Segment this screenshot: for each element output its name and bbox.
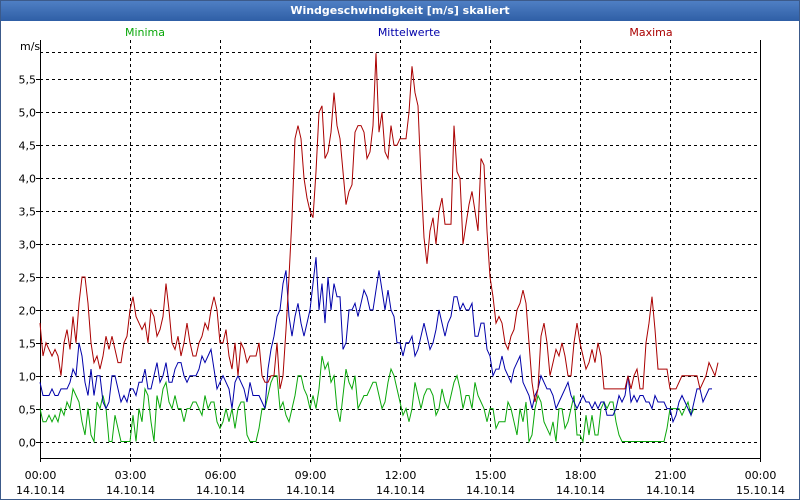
x-tick-date: 14.10.14 <box>196 484 245 497</box>
y-tick-label: 0,5 <box>19 404 37 417</box>
x-tick-date: 14.10.14 <box>556 484 605 497</box>
y-tick-label: 1,0 <box>19 371 37 384</box>
x-tick-time: 03:00 <box>115 469 147 482</box>
x-tick-date: 14.10.14 <box>376 484 425 497</box>
mittelwerte-line <box>39 257 712 424</box>
y-tick-label: 0,0 <box>19 437 37 450</box>
x-tick-date: 14.10.14 <box>16 484 65 497</box>
y-tick-label: 2,5 <box>19 272 37 285</box>
x-tick-date: 14.10.14 <box>466 484 515 497</box>
y-tick-label: 3,0 <box>19 239 37 252</box>
x-tick-date: 14.10.14 <box>106 484 155 497</box>
legend-maxima: Maxima <box>629 26 672 39</box>
y-tick-label: 5,0 <box>19 107 37 120</box>
chart-series <box>39 53 719 444</box>
x-tick-time: 15:00 <box>475 469 507 482</box>
legend-minima: Minima <box>125 26 165 39</box>
y-tick-label: 4,5 <box>19 140 37 153</box>
y-tick-label: 2,0 <box>19 305 37 318</box>
x-tick-date: 14.10.14 <box>646 484 695 497</box>
minima-line <box>39 355 695 444</box>
x-tick-time: 18:00 <box>565 469 597 482</box>
y-axis-label: m/s <box>20 40 40 53</box>
legend-mittelwerte: Mittelwerte <box>378 26 441 39</box>
x-tick-date: 14.10.14 <box>286 484 335 497</box>
y-tick-label: 3,5 <box>19 206 37 219</box>
x-tick-time: 09:00 <box>295 469 327 482</box>
x-tick-date: 15.10.14 <box>736 484 785 497</box>
x-tick-time: 21:00 <box>655 469 687 482</box>
x-tick-time: 12:00 <box>385 469 417 482</box>
chart-labels: 0,0 0,5 1,0 1,5 2,0 2,5 3,0 3,5 4,0 4,5 5,0 5,5 00:0… <box>16 26 785 497</box>
x-tick-time: 00:00 <box>745 469 777 482</box>
maxima-line <box>39 53 719 403</box>
x-tick-time: 00:00 <box>25 469 57 482</box>
y-tick-label: 5,5 <box>19 74 37 87</box>
y-tick-label: 4,0 <box>19 173 37 186</box>
x-tick-time: 06:00 <box>205 469 237 482</box>
window-title: Windgeschwindigkeit [m/s] skaliert <box>1 1 799 21</box>
chart-axes <box>36 40 761 462</box>
y-tick-label: 1,5 <box>19 338 37 351</box>
